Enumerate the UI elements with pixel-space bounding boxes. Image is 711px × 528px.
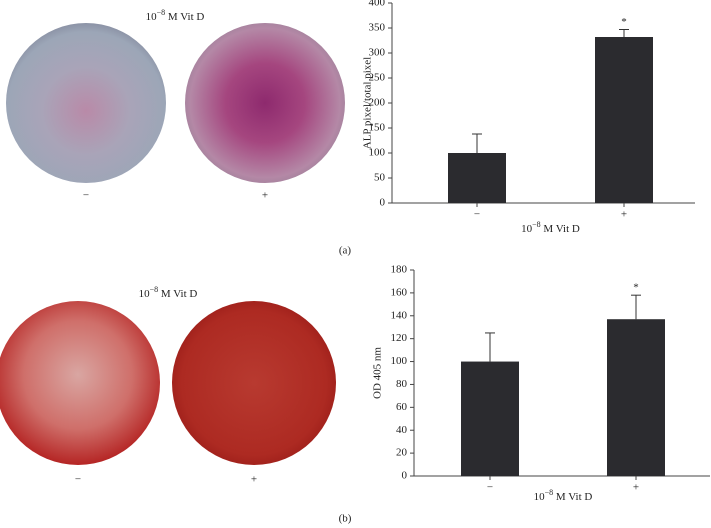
y-tick-label: 50: [374, 172, 386, 184]
photo-label: −: [75, 474, 81, 486]
text-part: M Vit D: [553, 491, 592, 503]
text-part: 10: [521, 223, 533, 235]
text-part: 10: [534, 491, 546, 503]
x-axis-label: 10−8 M Vit D: [534, 488, 593, 503]
superscript: −8: [157, 8, 166, 17]
bar: [595, 37, 653, 203]
x-tick-label: −: [487, 482, 493, 494]
bar: [448, 153, 506, 203]
y-tick-label: 140: [391, 309, 408, 321]
y-tick-label: 300: [369, 47, 386, 59]
well-photo: [6, 23, 166, 183]
superscript: −8: [532, 220, 541, 229]
panel-label: (a): [339, 245, 352, 257]
y-tick-label: 150: [369, 122, 386, 134]
photo-title: 10−8 M Vit D: [139, 285, 198, 300]
text-part: 10: [139, 288, 151, 300]
significance-marker: *: [633, 282, 639, 294]
well-photo: [185, 23, 345, 183]
y-tick-label: 100: [391, 355, 408, 367]
superscript: −8: [150, 285, 159, 294]
text-part: M Vit D: [158, 288, 197, 300]
well-photo: [172, 301, 336, 465]
y-tick-label: 120: [391, 332, 408, 344]
y-tick-label: 0: [402, 470, 408, 482]
bar: [607, 319, 665, 476]
panel-label: (b): [339, 513, 352, 525]
y-axis-label: ALP pixel/total pixel: [362, 57, 374, 149]
y-tick-label: 350: [369, 22, 386, 34]
photo-label: −: [83, 190, 89, 202]
x-tick-label: +: [621, 209, 627, 221]
significance-marker: *: [621, 16, 627, 28]
y-axis-label: OD 405 nm: [372, 347, 384, 399]
x-tick-label: +: [633, 482, 639, 494]
photo-label: +: [251, 474, 257, 486]
y-tick-label: 250: [369, 72, 386, 84]
text-part: M Vit D: [165, 11, 204, 23]
well-photo: [0, 301, 160, 465]
y-tick-label: 40: [396, 424, 408, 436]
text-part: 10: [146, 11, 158, 23]
text-part: M Vit D: [541, 223, 580, 235]
y-tick-label: 160: [391, 286, 408, 298]
photo-title: 10−8 M Vit D: [146, 8, 205, 23]
y-tick-label: 60: [396, 401, 408, 413]
x-tick-label: −: [474, 209, 480, 221]
superscript: −8: [545, 488, 554, 497]
y-tick-label: 80: [396, 378, 408, 390]
y-tick-label: 180: [391, 264, 408, 276]
y-tick-label: 400: [369, 0, 386, 9]
bar: [461, 361, 519, 476]
y-tick-label: 200: [369, 97, 386, 109]
photo-label: +: [262, 190, 268, 202]
y-tick-label: 100: [369, 147, 386, 159]
y-tick-label: 0: [380, 197, 386, 209]
y-tick-label: 20: [396, 447, 408, 459]
x-axis-label: 10−8 M Vit D: [521, 220, 580, 235]
